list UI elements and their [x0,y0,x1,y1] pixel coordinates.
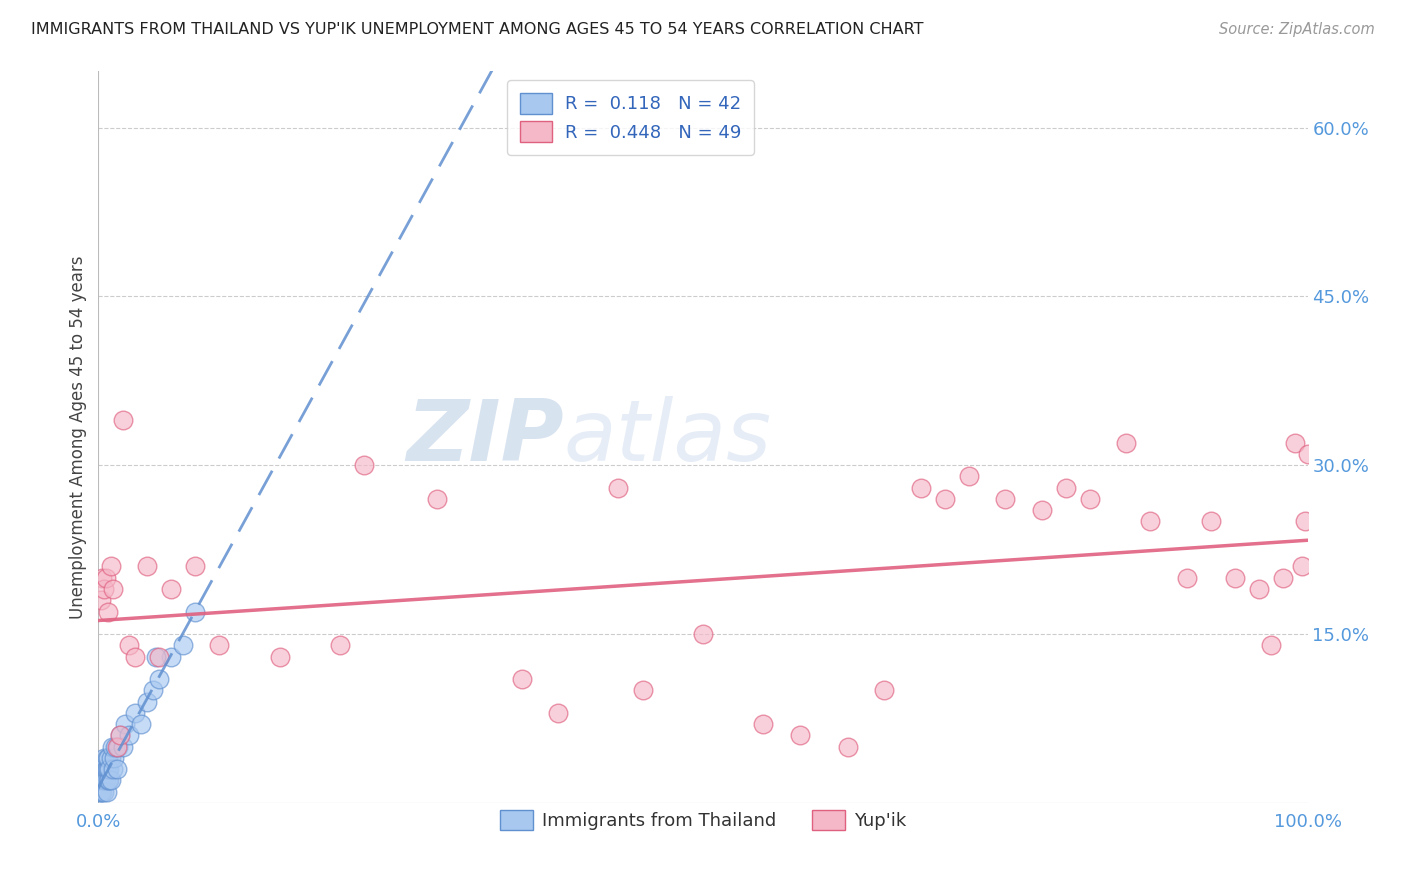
Point [631,683,654,698]
Point [1260,638,1282,652]
Point [91,571,114,585]
Point [353,458,375,473]
Point [100,739,122,754]
Point [172,638,194,652]
Point [108,728,131,742]
Point [1223,571,1246,585]
Point [100,773,122,788]
Point [160,582,183,596]
Point [93,773,115,788]
Point [547,706,569,720]
Point [510,672,533,686]
Point [1199,515,1222,529]
Point [98,762,121,776]
Point [97,762,120,776]
Point [94,773,117,788]
Point [426,491,449,506]
Point [94,571,117,585]
Point [89,784,111,798]
Point [692,627,714,641]
Point [1139,515,1161,529]
Point [111,413,134,427]
Point [184,605,207,619]
Point [910,481,932,495]
Point [100,559,122,574]
Point [100,751,122,765]
Point [91,762,114,776]
Point [142,683,165,698]
Point [1296,447,1319,461]
Point [91,784,114,798]
Point [96,784,118,798]
Point [1249,582,1271,596]
Point [160,649,183,664]
Point [184,559,207,574]
Point [103,751,125,765]
Point [994,491,1017,506]
Point [105,739,128,754]
Text: ZIP: ZIP [406,395,564,479]
Point [1054,481,1077,495]
Point [837,739,859,754]
Point [607,481,630,495]
Point [124,649,146,664]
Point [93,751,115,765]
Point [108,728,131,742]
Point [208,638,231,652]
Point [1175,571,1198,585]
Point [97,751,120,765]
Point [93,582,115,596]
Point [97,773,120,788]
Text: atlas: atlas [564,395,772,479]
Point [135,559,157,574]
Point [329,638,352,652]
Point [1078,491,1101,506]
Point [934,491,956,506]
Point [111,739,134,754]
Point [269,649,291,664]
Point [90,784,112,798]
Point [105,762,128,776]
Point [94,762,117,776]
Point [1291,559,1313,574]
Legend: Immigrants from Thailand, Yup'ik: Immigrants from Thailand, Yup'ik [494,803,912,838]
Point [1272,571,1295,585]
Point [957,469,980,483]
Point [97,605,120,619]
Point [1115,435,1137,450]
Point [789,728,811,742]
Point [93,784,115,798]
Point [107,739,129,754]
Point [91,762,114,776]
Y-axis label: Unemployment Among Ages 45 to 54 years: Unemployment Among Ages 45 to 54 years [69,255,87,619]
Point [91,773,114,788]
Point [98,773,121,788]
Point [752,717,775,731]
Point [101,762,124,776]
Point [873,683,896,698]
Point [118,728,141,742]
Text: Source: ZipAtlas.com: Source: ZipAtlas.com [1219,22,1375,37]
Text: IMMIGRANTS FROM THAILAND VS YUP'IK UNEMPLOYMENT AMONG AGES 45 TO 54 YEARS CORREL: IMMIGRANTS FROM THAILAND VS YUP'IK UNEMP… [31,22,924,37]
Point [114,717,136,731]
Point [104,739,127,754]
Point [96,751,118,765]
Point [148,672,170,686]
Point [118,638,141,652]
Point [129,717,152,731]
Point [101,582,124,596]
Point [90,773,112,788]
Point [145,649,167,664]
Point [90,593,112,607]
Point [91,773,114,788]
Point [96,762,118,776]
Point [1284,435,1306,450]
Point [1031,503,1053,517]
Point [124,706,146,720]
Point [1294,515,1316,529]
Point [135,694,157,708]
Point [148,649,170,664]
